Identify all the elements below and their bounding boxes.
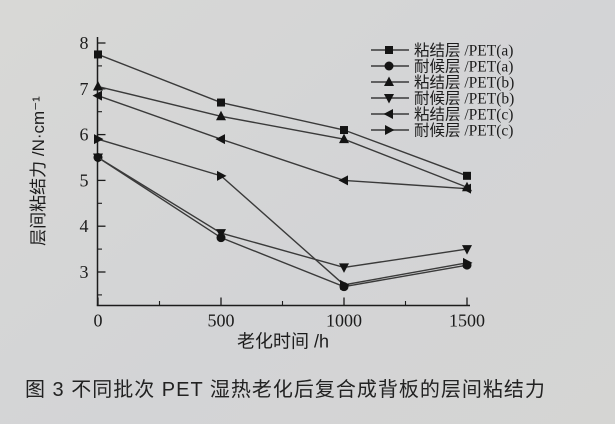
x-tick-label: 1500: [449, 311, 485, 331]
data-marker-triangle-left: [215, 134, 225, 145]
data-marker-triangle-down: [216, 229, 226, 239]
data-marker-triangle-right: [340, 279, 350, 290]
legend-marker-circle-icon: [384, 61, 394, 71]
data-marker-triangle-left: [338, 175, 348, 186]
data-marker-triangle-up: [93, 81, 103, 91]
data-marker-triangle-right: [463, 257, 473, 268]
series-line-4: [97, 95, 468, 190]
legend-label: 粘结层 /PET(b): [414, 74, 514, 92]
data-marker-triangle-down: [93, 153, 103, 163]
x-axis-title: 老化时间 /h: [237, 332, 329, 352]
data-marker-triangle-right: [217, 170, 227, 181]
data-marker-square: [340, 126, 348, 135]
data-marker-triangle-down: [339, 263, 349, 273]
legend-marker-triangle-down-icon: [384, 94, 394, 104]
x-tick-label: 500: [208, 311, 235, 331]
legend-label: 耐候层 /PET(c): [414, 122, 513, 140]
y-axis-title: 层间粘结力 /N·cm⁻¹: [29, 96, 48, 246]
y-tick-label: 3: [80, 262, 89, 282]
data-marker-triangle-right: [94, 134, 104, 145]
legend-label: 耐候层 /PET(a): [414, 58, 513, 76]
data-marker-triangle-down: [462, 245, 472, 255]
data-marker-triangle-up: [339, 133, 349, 144]
y-tick-label: 7: [80, 79, 89, 99]
x-tick-label: 0: [94, 311, 103, 331]
legend-marker-triangle-left-icon: [383, 109, 393, 119]
data-marker-square: [463, 171, 471, 180]
y-tick-label: 5: [80, 170, 89, 190]
legend-label: 耐候层 /PET(b): [414, 90, 514, 108]
y-tick-label: 4: [80, 216, 89, 236]
data-marker-triangle-left: [461, 183, 471, 194]
data-marker-triangle-up: [216, 110, 226, 121]
legend-label: 粘结层 /PET(c): [414, 106, 513, 124]
series-line-2: [97, 85, 468, 188]
series-line-3: [97, 156, 468, 269]
y-tick-label: 6: [80, 125, 89, 145]
data-marker-triangle-left: [92, 90, 102, 101]
series-line-1: [97, 156, 468, 288]
legend-marker-triangle-right-icon: [385, 125, 395, 135]
y-tick-label: 8: [80, 33, 89, 53]
x-tick-label: 1000: [326, 311, 362, 331]
legend-marker-triangle-up-icon: [384, 76, 394, 86]
legend-label: 粘结层 /PET(a): [414, 42, 513, 60]
figure-caption: 图 3 不同批次 PET 湿热老化后复合成背板的层间粘结力: [25, 379, 546, 401]
data-marker-square: [217, 98, 225, 107]
legend-marker-square-icon: [385, 46, 393, 54]
series-line-0: [97, 53, 468, 177]
data-marker-square: [94, 50, 102, 59]
series-line-5: [97, 138, 468, 286]
